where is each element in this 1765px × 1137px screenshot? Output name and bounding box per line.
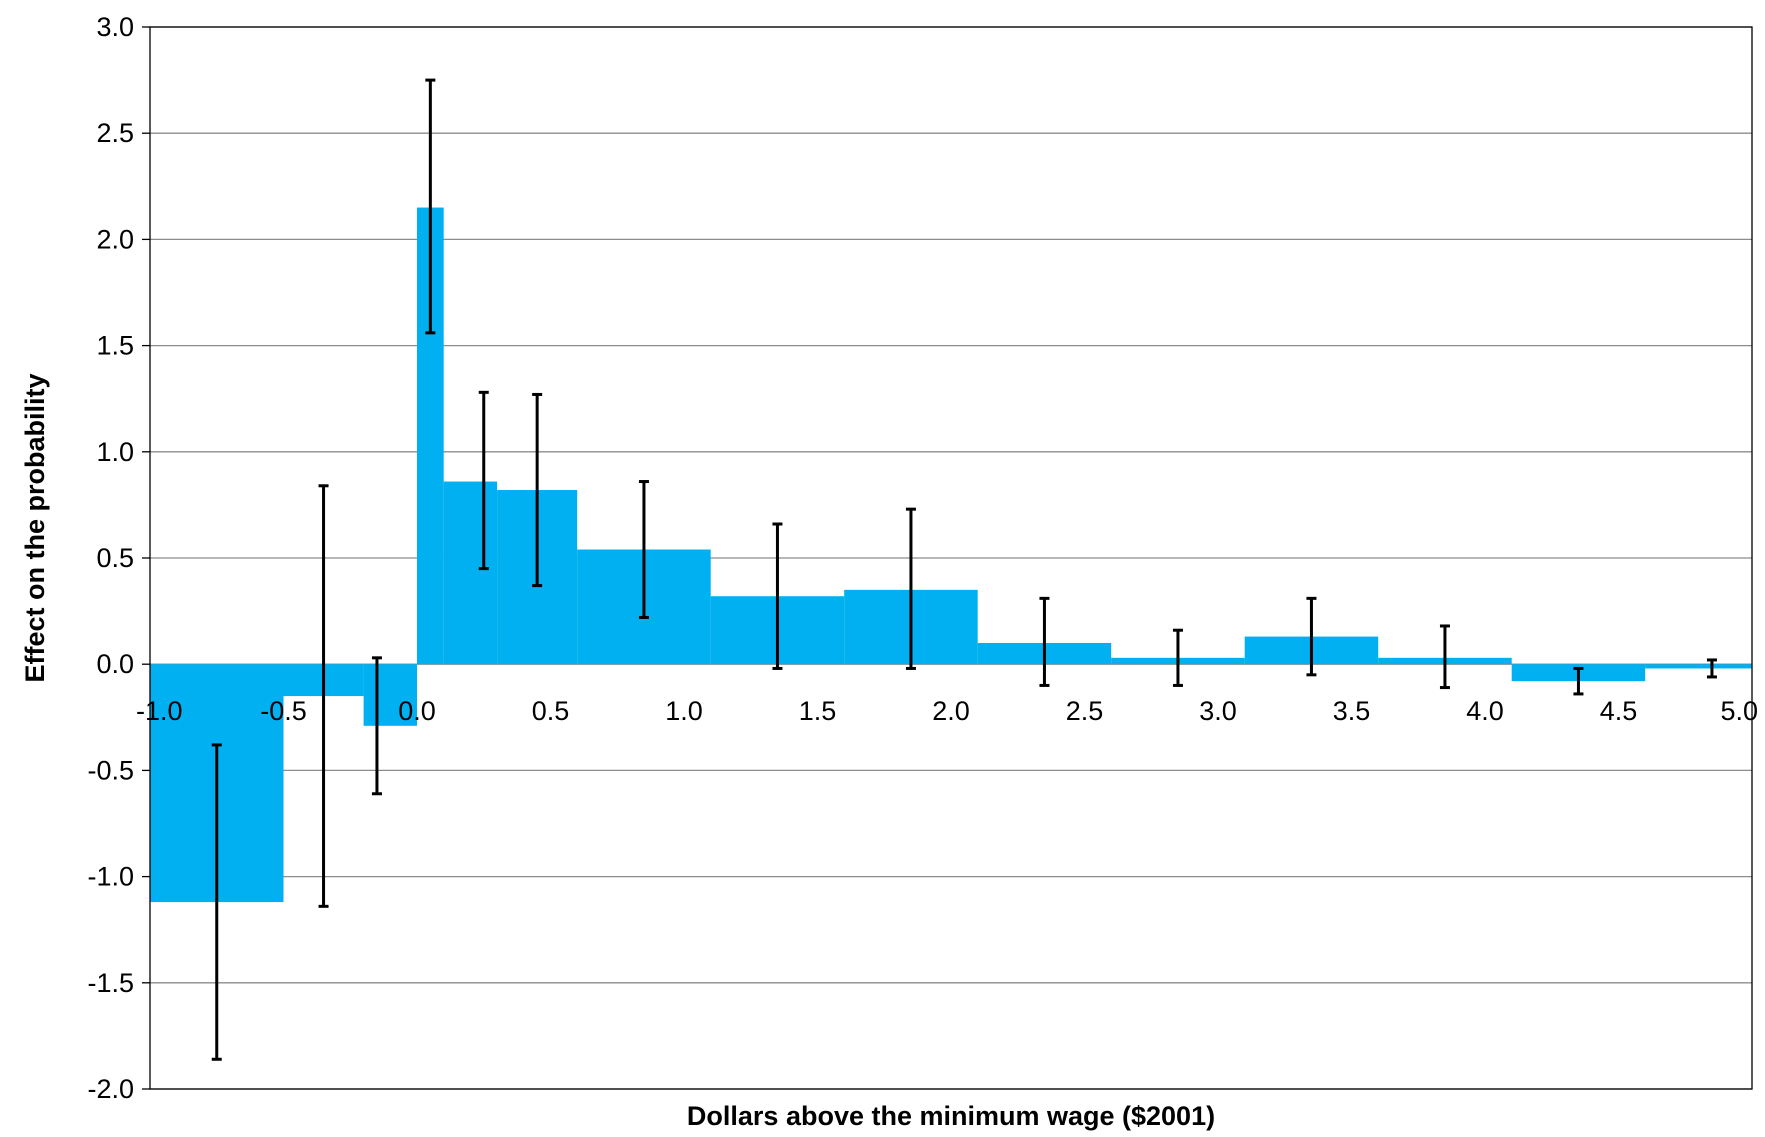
y-tick-label: 0.0 [96,649,134,679]
x-tick-label: 2.5 [1066,696,1104,726]
error-bar [638,480,649,619]
error-bar [1706,658,1717,679]
error-bar [905,507,916,670]
error-bar [1172,628,1183,687]
y-tick-label: 3.0 [96,12,134,42]
x-tick-label: 4.5 [1600,696,1638,726]
x-tick-label: 0.0 [398,696,436,726]
y-tick-label: -1.0 [87,862,134,892]
x-tick-label: 0.5 [532,696,570,726]
error-bar [318,484,329,908]
error-bar [532,392,543,588]
error-bar [478,390,489,571]
bar [443,481,498,665]
y-axis-title: Effect on the probability [20,373,50,682]
error-bar [1039,596,1050,687]
error-bar [371,656,382,796]
x-tick-label: -1.0 [136,696,183,726]
x-tick-label: 3.5 [1333,696,1371,726]
error-bar [425,78,436,335]
x-axis-title: Dollars above the minimum wage ($2001) [687,1101,1215,1131]
x-tick-label: 1.5 [799,696,837,726]
x-tick-label: 4.0 [1466,696,1504,726]
x-tick-label: -0.5 [260,696,307,726]
y-tick-label: 1.0 [96,437,134,467]
error-bar [1439,624,1450,690]
gridlines [150,26,1752,1090]
error-bar [772,522,783,670]
y-tick-label: -1.5 [87,968,134,998]
y-tick-label: 2.0 [96,224,134,254]
error-bar [211,743,222,1061]
x-tick-label: 2.0 [932,696,970,726]
error-bar [1306,596,1317,677]
x-tick-labels: -1.0 -0.5 0.0 0.5 1.0 1.5 2.0 2.5 3.0 3.5 4.0 4.5 5.… [136,696,1758,726]
error-bar [1573,666,1584,696]
y-tick-label: -0.5 [87,755,134,785]
bars [150,207,1752,903]
error-bars [211,78,1717,1061]
bar [1645,664,1752,669]
y-tick-label: 0.5 [96,543,134,573]
x-tick-label: 3.0 [1199,696,1237,726]
y-tick-label: 1.5 [96,331,134,361]
y-tick-label: -2.0 [87,1074,134,1104]
bar [363,664,417,726]
plot-frame [142,26,1753,1090]
x-tick-label: 5.0 [1720,696,1758,726]
y-tick-labels: 3.0 2.5 2.0 1.5 1.0 0.5 0.0 -0.5 -1.0 -1.5 -2.0 [87,12,134,1104]
x-tick-label: 1.0 [665,696,703,726]
y-tick-label: 2.5 [96,118,134,148]
